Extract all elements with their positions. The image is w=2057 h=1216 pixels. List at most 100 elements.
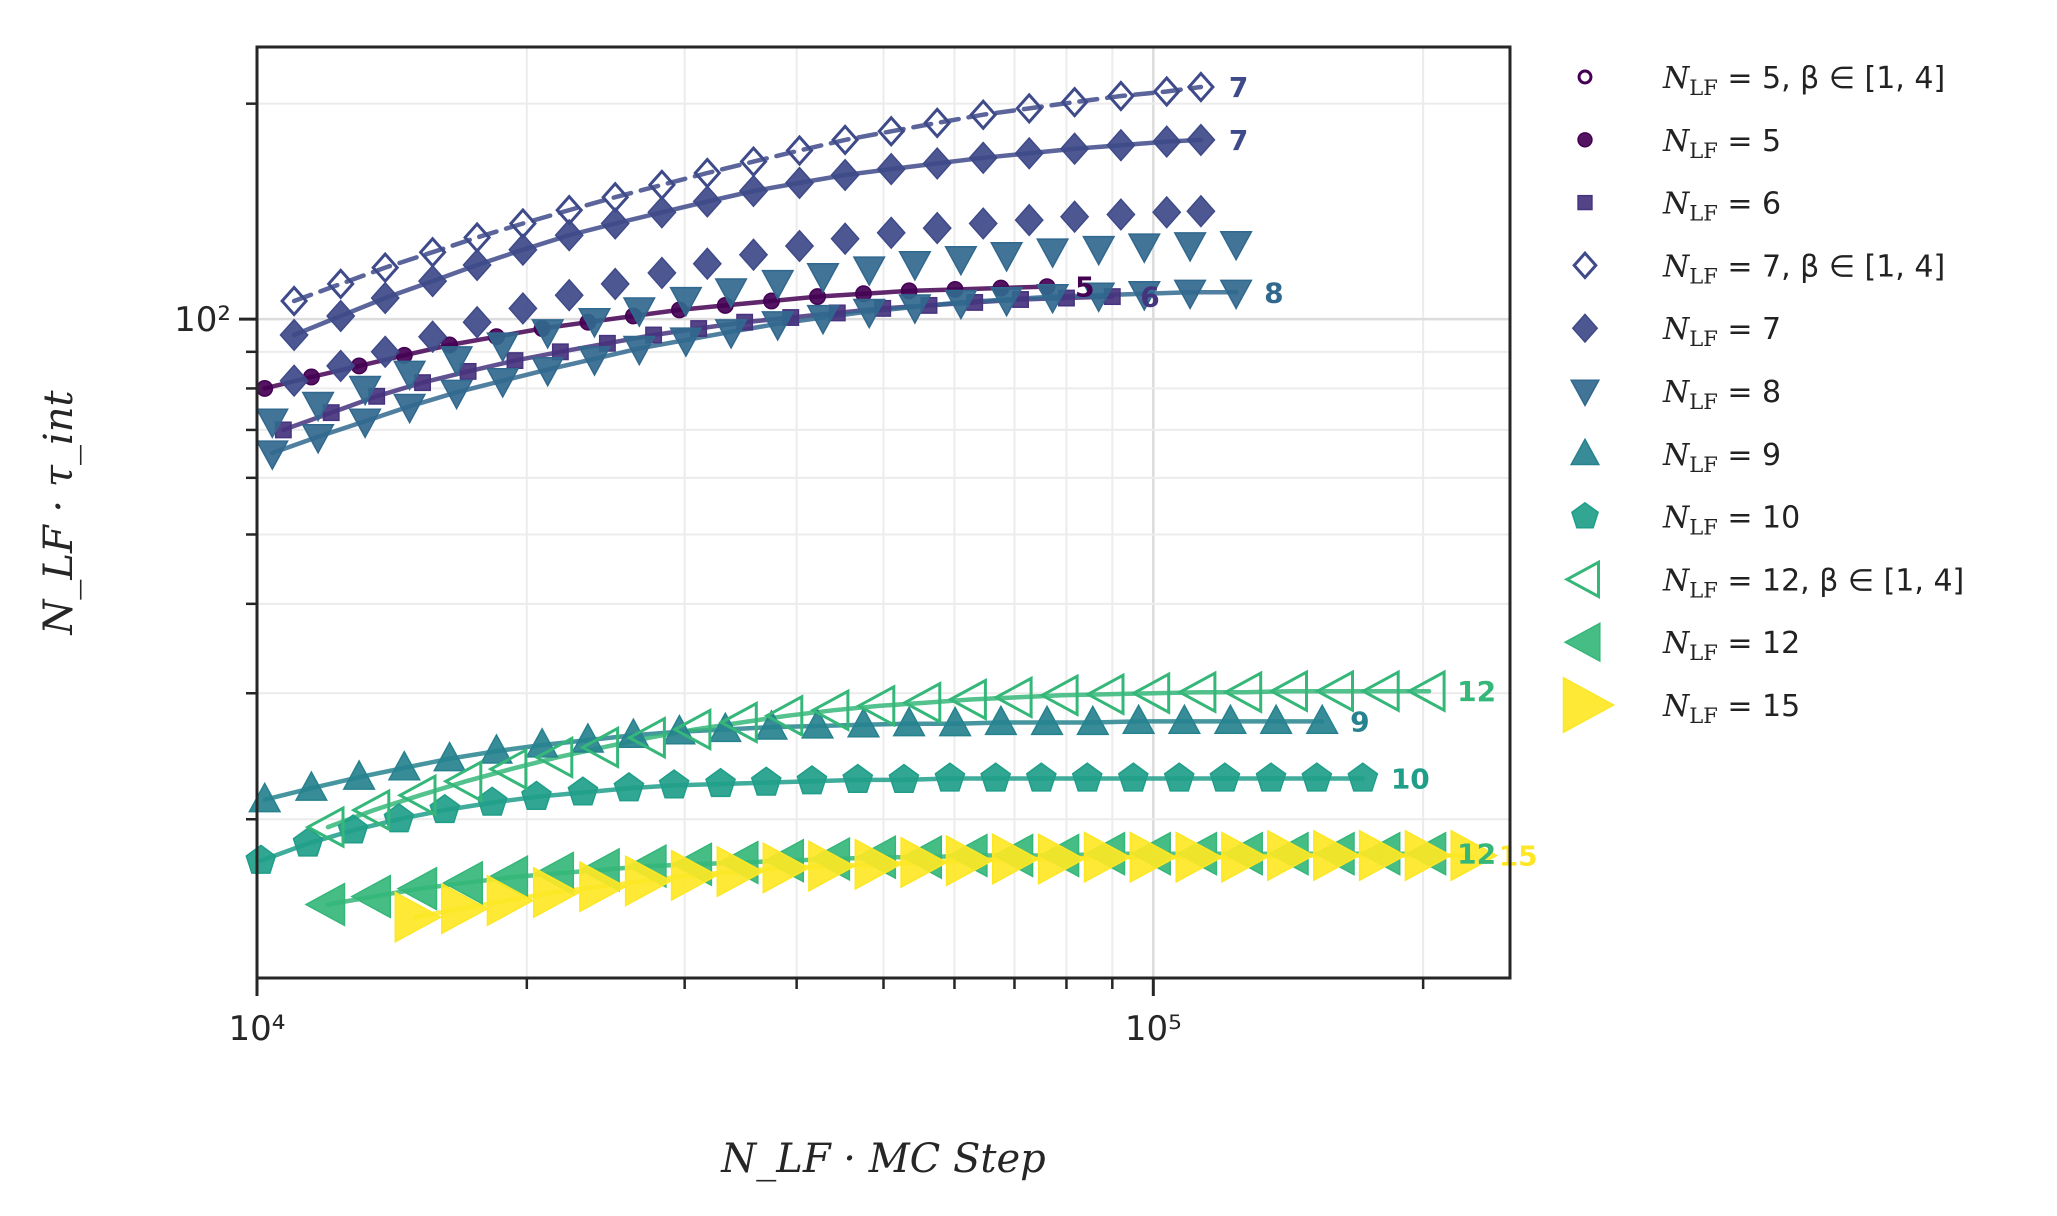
end-label-n-lf-10: 10	[1391, 763, 1430, 796]
legend-entry: NLF = 5	[1577, 124, 1781, 163]
data-point	[692, 185, 722, 218]
data-point	[279, 364, 309, 398]
data-point	[1014, 203, 1044, 237]
data-point	[980, 762, 1012, 792]
data-point	[1036, 238, 1070, 269]
data-point	[1014, 136, 1044, 170]
data-point	[417, 320, 448, 354]
data-point	[938, 705, 972, 737]
y-axis-title: N_LF · τ_int	[36, 389, 82, 635]
data-point	[1117, 762, 1149, 792]
data-point	[846, 707, 881, 738]
data-point	[532, 866, 581, 919]
legend-marker	[1569, 379, 1601, 408]
data-point	[647, 195, 677, 229]
data-point	[934, 762, 966, 792]
data-point	[486, 368, 520, 399]
data-point	[842, 763, 874, 794]
data-point	[486, 874, 535, 927]
series-n-lf-8	[255, 279, 1253, 471]
data-point	[342, 759, 376, 790]
data-point	[830, 158, 860, 192]
data-point	[784, 166, 815, 200]
data-point	[1405, 669, 1446, 713]
data-point	[1167, 703, 1201, 735]
x-tick-label: 10⁴	[229, 1009, 286, 1049]
legend-marker	[1563, 622, 1601, 663]
data-point	[1404, 829, 1453, 882]
data-point	[245, 844, 277, 874]
data-point	[1301, 762, 1333, 792]
axis-ticks: 10⁴ 10⁵ 10²	[174, 102, 1425, 1049]
data-point	[280, 285, 309, 317]
data-point	[479, 733, 514, 764]
data-point	[806, 262, 840, 294]
y-tick-label: 10²	[174, 300, 231, 340]
data-point	[567, 776, 599, 806]
data-point	[1360, 669, 1400, 713]
data-point	[326, 349, 356, 383]
data-point	[600, 207, 630, 240]
data-point	[462, 305, 492, 339]
data-point	[624, 854, 673, 907]
data-point	[506, 352, 524, 370]
data-point	[350, 874, 392, 919]
data-point	[716, 845, 765, 898]
series-n-lf-12-1-4	[304, 669, 1446, 849]
data-point	[393, 360, 427, 391]
data-point	[898, 294, 932, 325]
data-point	[326, 299, 356, 333]
data-point	[255, 440, 289, 471]
legend-marker	[1572, 250, 1598, 280]
data-point	[463, 221, 492, 254]
end-label-n-lf-7-1-4: 7	[1229, 71, 1248, 104]
data-point	[990, 242, 1024, 273]
data-point	[348, 408, 382, 439]
data-point	[1152, 125, 1182, 159]
end-label-n-lf-6: 6	[1140, 281, 1159, 314]
data-point	[459, 362, 477, 380]
end-label-n-lf-15: 15	[1499, 839, 1538, 872]
data-point	[1219, 279, 1253, 310]
data-point	[714, 319, 748, 350]
legend-label: NLF = 5, β ∈ [1, 4]	[1662, 61, 1945, 100]
data-point	[671, 707, 712, 752]
data-point	[304, 882, 346, 927]
data-point	[1255, 762, 1287, 792]
x-axis-title: N_LF · MC Step	[720, 1136, 1046, 1182]
data-point	[486, 332, 520, 363]
data-point	[992, 675, 1033, 719]
data-point	[508, 291, 538, 325]
data-point	[292, 827, 324, 857]
data-point	[301, 424, 335, 455]
data-point	[922, 211, 952, 245]
legend-entry: NLF = 15	[1562, 676, 1800, 734]
legend-entry: NLF = 7, β ∈ [1, 4]	[1572, 249, 1945, 288]
data-point	[876, 216, 906, 250]
data-point	[442, 860, 484, 905]
data-point	[1060, 86, 1089, 118]
data-point	[670, 849, 719, 902]
legend-marker	[1569, 437, 1601, 466]
data-point	[898, 251, 932, 282]
data-point	[414, 374, 431, 392]
data-point	[830, 222, 860, 256]
data-point	[718, 700, 758, 745]
series-n-lf-8-unfitted	[255, 230, 1253, 439]
data-point	[256, 379, 274, 397]
legend-label: NLF = 7, β ∈ [1, 4]	[1662, 249, 1945, 288]
x-tick-label: 10⁵	[1125, 1009, 1182, 1049]
data-point	[255, 408, 289, 439]
data-point	[888, 763, 920, 794]
legend-entry: NLF = 9	[1569, 437, 1781, 477]
data-point	[622, 335, 656, 367]
axis-titles: N_LF · MC Step N_LF · τ_int	[36, 389, 1046, 1182]
data-point	[1221, 831, 1269, 884]
legend-marker	[1563, 559, 1600, 600]
data-point	[600, 267, 630, 301]
data-point	[784, 229, 815, 263]
data-point	[622, 297, 656, 328]
legend-marker	[1562, 676, 1616, 734]
data-point	[669, 286, 703, 318]
end-label-n-lf-7: 7	[1229, 124, 1248, 157]
